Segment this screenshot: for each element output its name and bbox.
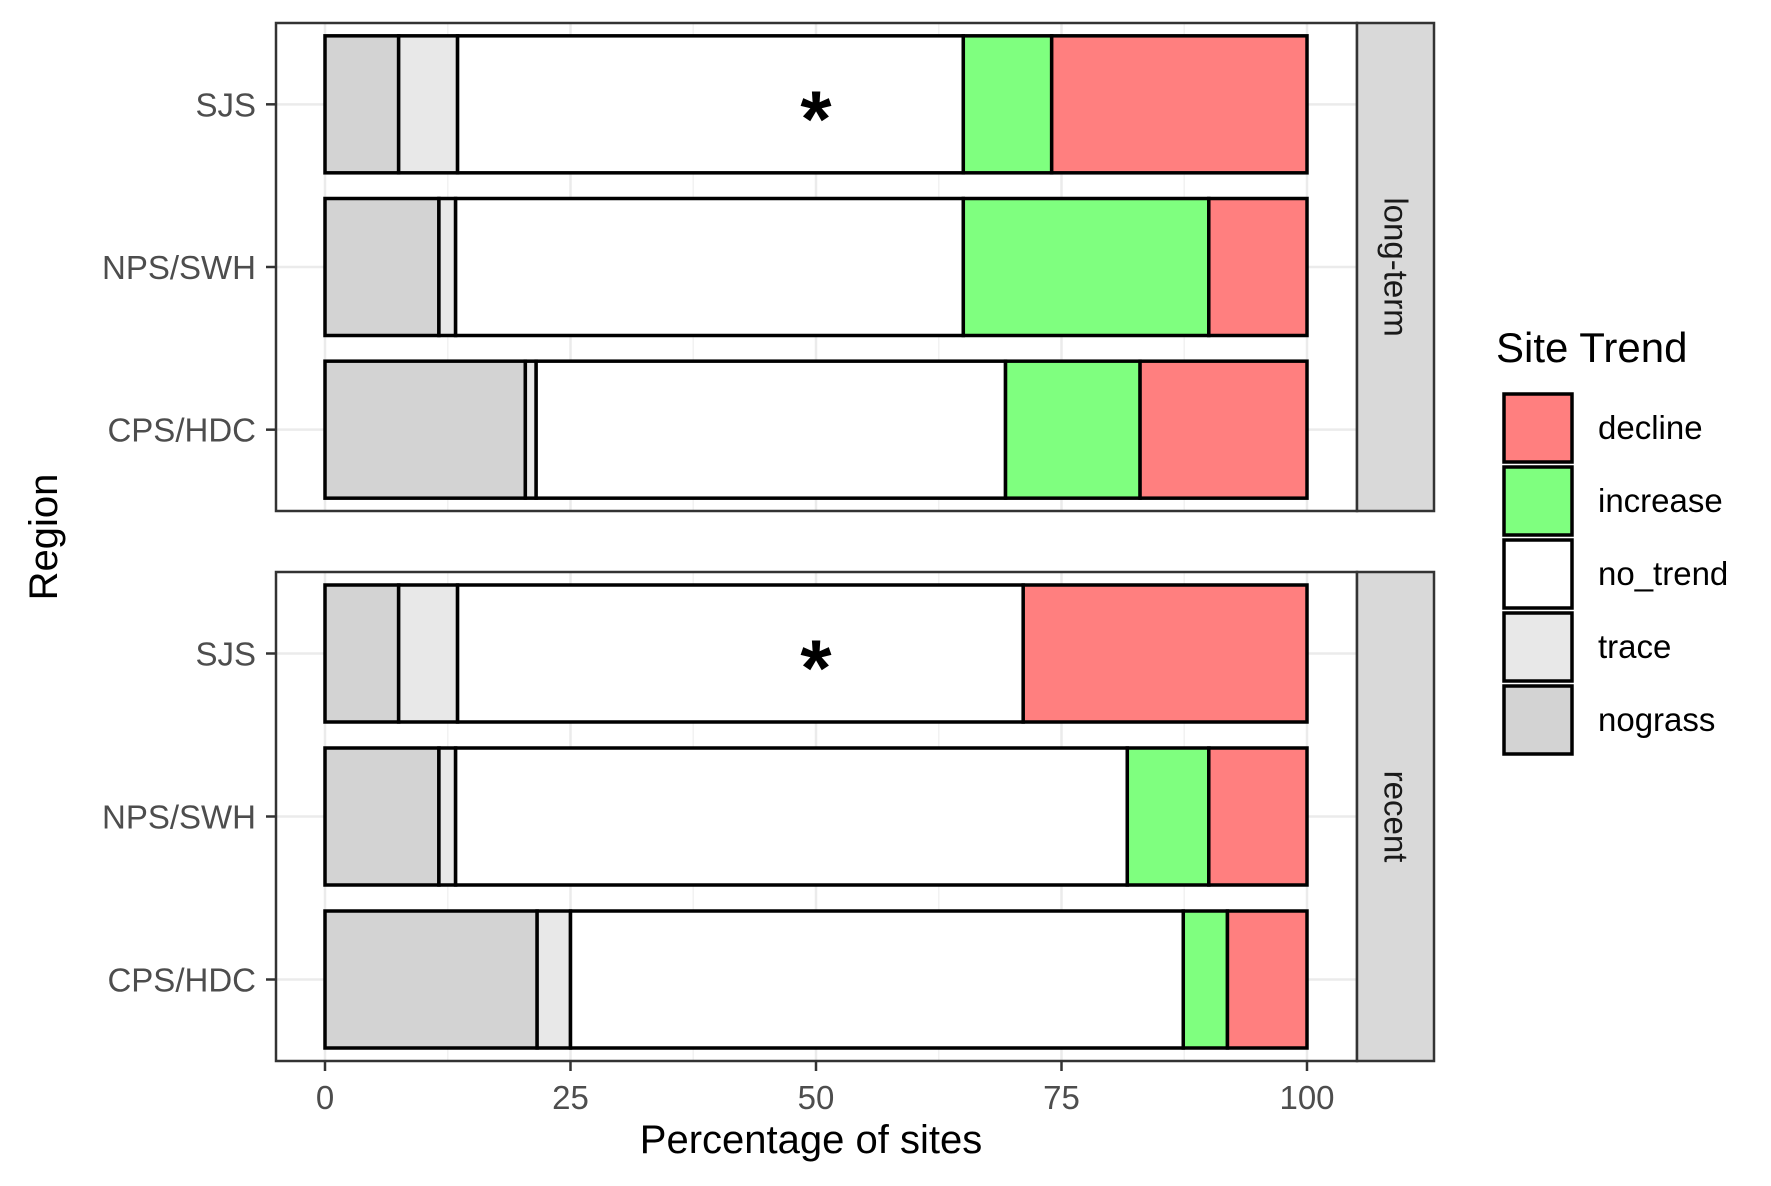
x-tick-label: 50 xyxy=(798,1079,835,1116)
y-tick-label: NPS/SWH xyxy=(102,799,256,836)
bar-segment-decline xyxy=(1207,746,1309,887)
legend-key-nograss xyxy=(1502,684,1574,756)
y-tick-label: CPS/HDC xyxy=(107,412,256,449)
facet-strip xyxy=(1355,570,1436,1063)
legend-key-trace xyxy=(1502,611,1574,683)
bar-segment-no_trend xyxy=(453,746,1130,887)
bar-segment-increase xyxy=(961,196,1211,338)
x-axis-title: Percentage of sites xyxy=(640,1118,982,1162)
bar-segment-decline xyxy=(1225,909,1309,1050)
legend-title: Site Trend xyxy=(1496,324,1687,371)
bar-segment-nograss xyxy=(323,196,441,338)
y-tick-label: NPS/SWH xyxy=(102,249,256,286)
bar-segment-increase xyxy=(1003,359,1142,500)
legend-key-decline xyxy=(1502,392,1574,464)
bar-segment-nograss xyxy=(323,359,528,500)
bar-segment-no_trend xyxy=(453,196,966,338)
y-tick-label: SJS xyxy=(195,636,256,673)
x-tick-label: 75 xyxy=(1043,1079,1080,1116)
panel-long-term: * SJS NPS/SWH CPS/HDC long-term xyxy=(102,21,1436,513)
x-tick-label: 100 xyxy=(1279,1079,1334,1116)
legend-key-no_trend xyxy=(1502,538,1574,610)
panel-recent: * SJS NPS/SWH CPS/HDC recent xyxy=(102,570,1436,1063)
bar-segment-no_trend xyxy=(455,34,966,175)
legend-label-no_trend: no_trend xyxy=(1598,555,1728,592)
bar-segment-no_trend xyxy=(534,359,1008,500)
bar-segment-decline xyxy=(1138,359,1309,500)
legend-label-increase: increase xyxy=(1598,482,1723,519)
y-tick-label: CPS/HDC xyxy=(107,962,256,999)
significance-marker: * xyxy=(800,624,832,713)
x-axis: 0 25 50 75 100 xyxy=(316,1061,1335,1116)
bar-segment-trace xyxy=(437,746,458,887)
bar-segment-nograss xyxy=(323,583,401,724)
bar-segment-no_trend xyxy=(568,909,1186,1050)
significance-marker: * xyxy=(800,74,832,163)
bar-segment-trace xyxy=(437,196,458,338)
bar-segment-trace xyxy=(396,34,460,175)
bar-segment-decline xyxy=(1049,34,1309,175)
legend-label-decline: decline xyxy=(1598,409,1703,446)
y-tick-label: SJS xyxy=(195,86,256,123)
legend-key-increase xyxy=(1502,465,1574,537)
bar-segment-trace xyxy=(396,583,460,724)
bar-segment-increase xyxy=(1181,909,1230,1050)
bar-segment-decline xyxy=(1021,583,1309,724)
y-axis-title: Region xyxy=(22,474,66,601)
bar-segment-no_trend xyxy=(455,583,1025,724)
legend-label-nograss: nograss xyxy=(1598,701,1715,738)
x-tick-label: 25 xyxy=(552,1079,589,1116)
bar-segment-decline xyxy=(1207,196,1309,338)
panels-layer: * SJS NPS/SWH CPS/HDC long-term * SJS NPS/SWH CP… xyxy=(102,21,1436,1063)
legend-label-trace: trace xyxy=(1598,628,1671,665)
facet-strip xyxy=(1355,21,1436,513)
bar-segment-increase xyxy=(1125,746,1211,887)
bar-segment-nograss xyxy=(323,34,401,175)
bar-segment-nograss xyxy=(323,909,539,1050)
bar-segment-increase xyxy=(961,34,1054,175)
bar-segment-trace xyxy=(535,909,573,1050)
x-tick-label: 0 xyxy=(316,1079,334,1116)
facet-strip-label: recent xyxy=(1378,771,1415,863)
bar-segment-nograss xyxy=(323,746,441,887)
facet-strip-label: long-term xyxy=(1378,197,1415,336)
